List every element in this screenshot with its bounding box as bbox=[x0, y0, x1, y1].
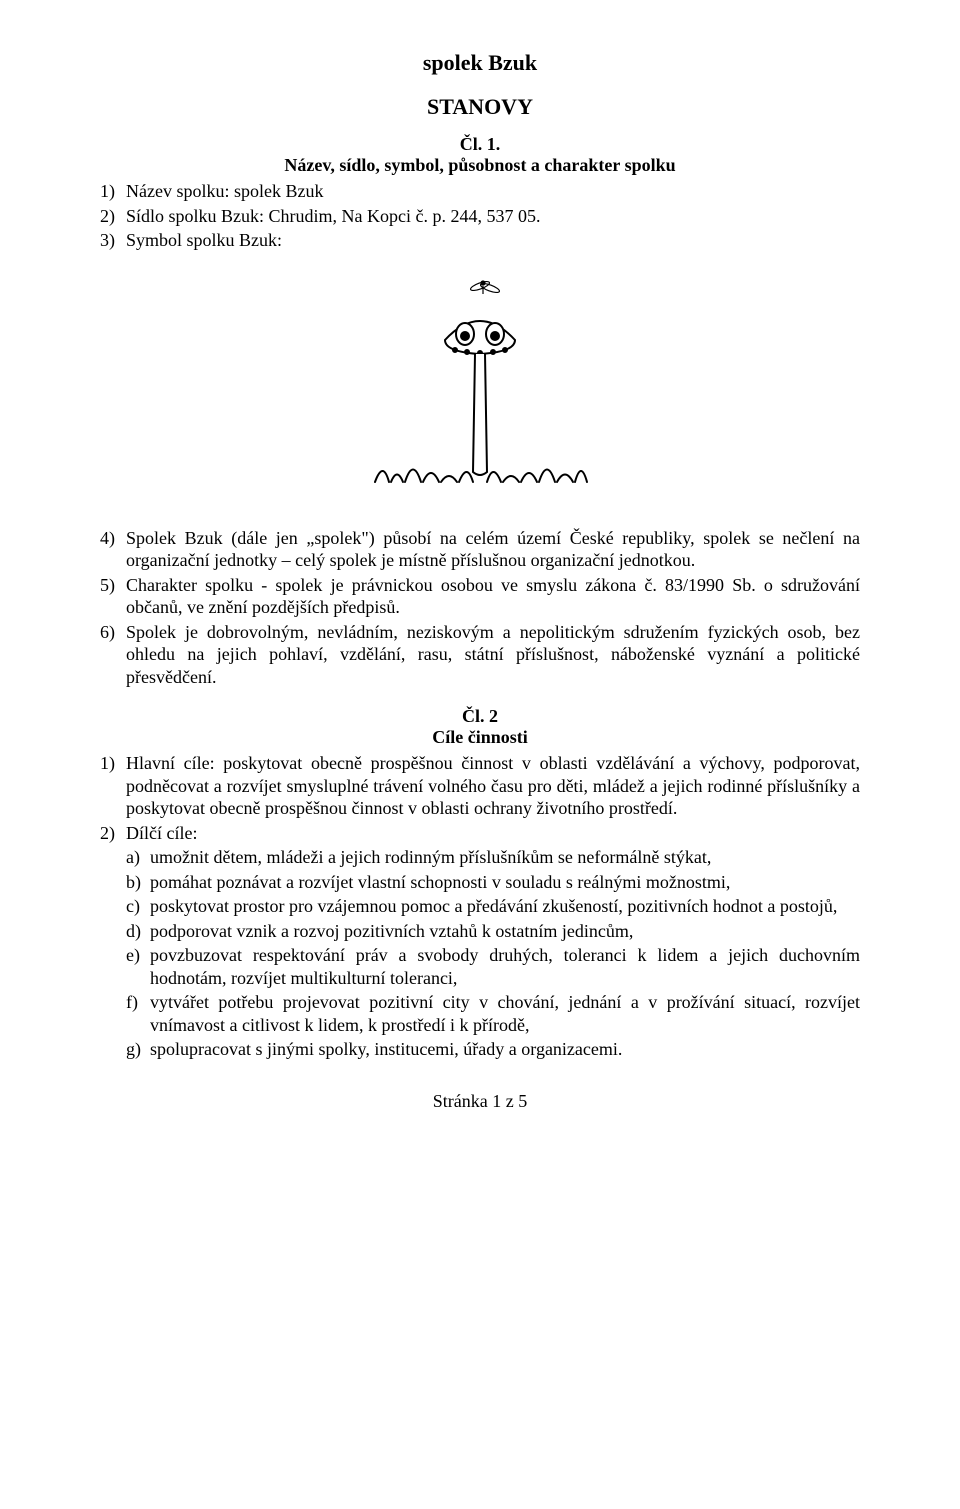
sub-letter: f) bbox=[126, 991, 150, 1036]
article-2-body: 1) Hlavní cíle: poskytovat obecně prospě… bbox=[100, 752, 860, 1061]
sub-item: c) poskytovat prostor pro vzájemnou pomo… bbox=[126, 895, 860, 918]
sub-letter: g) bbox=[126, 1038, 150, 1061]
item-text: Symbol spolku Bzuk: bbox=[126, 229, 860, 252]
list-item: 3) Symbol spolku Bzuk: bbox=[100, 229, 860, 252]
sub-text: podporovat vznik a rozvoj pozitivních vz… bbox=[150, 920, 860, 943]
item-num: 1) bbox=[100, 180, 126, 203]
page: spolek Bzuk STANOVY Čl. 1. Název, sídlo,… bbox=[0, 0, 960, 1509]
item-num: 5) bbox=[100, 574, 126, 619]
item-text: Dílčí cíle: bbox=[126, 822, 860, 845]
sub-item: e) povzbuzovat respektování práv a svobo… bbox=[126, 944, 860, 989]
sub-text: vytvářet potřebu projevovat pozitivní ci… bbox=[150, 991, 860, 1036]
item-num: 6) bbox=[100, 621, 126, 689]
article-2-num: Čl. 2 bbox=[100, 706, 860, 727]
sub-letter: c) bbox=[126, 895, 150, 918]
sub-letter: a) bbox=[126, 846, 150, 869]
article-1-body: 1) Název spolku: spolek Bzuk 2) Sídlo sp… bbox=[100, 180, 860, 252]
article-1-body-cont: 4) Spolek Bzuk (dále jen „spolek") působ… bbox=[100, 527, 860, 689]
list-item: 5) Charakter spolku - spolek je právnick… bbox=[100, 574, 860, 619]
article-1-heading: Název, sídlo, symbol, působnost a charak… bbox=[100, 155, 860, 176]
logo-block bbox=[100, 272, 860, 507]
item-text: Hlavní cíle: poskytovat obecně prospěšno… bbox=[126, 752, 860, 820]
article-2-heading: Cíle činnosti bbox=[100, 727, 860, 748]
item-text: Spolek je dobrovolným, nevládním, nezisk… bbox=[126, 621, 860, 689]
sub-text: povzbuzovat respektování práv a svobody … bbox=[150, 944, 860, 989]
page-footer: Stránka 1 z 5 bbox=[100, 1091, 860, 1112]
sub-item: b) pomáhat poznávat a rozvíjet vlastní s… bbox=[126, 871, 860, 894]
list-item: 4) Spolek Bzuk (dále jen „spolek") působ… bbox=[100, 527, 860, 572]
sub-item: g) spolupracovat s jinými spolky, instit… bbox=[126, 1038, 860, 1061]
item-text: Charakter spolku - spolek je právnickou … bbox=[126, 574, 860, 619]
item-text: Název spolku: spolek Bzuk bbox=[126, 180, 860, 203]
item-text: Sídlo spolku Bzuk: Chrudim, Na Kopci č. … bbox=[126, 205, 860, 228]
sub-text: poskytovat prostor pro vzájemnou pomoc a… bbox=[150, 895, 860, 918]
sub-list: a) umožnit dětem, mládeži a jejich rodin… bbox=[100, 846, 860, 1061]
list-item: 6) Spolek je dobrovolným, nevládním, nez… bbox=[100, 621, 860, 689]
doc-subtitle: STANOVY bbox=[100, 94, 860, 120]
doc-title: spolek Bzuk bbox=[100, 50, 860, 76]
item-num: 2) bbox=[100, 822, 126, 845]
sub-letter: b) bbox=[126, 871, 150, 894]
sub-item: f) vytvářet potřebu projevovat pozitivní… bbox=[126, 991, 860, 1036]
mushroom-logo-icon bbox=[365, 272, 595, 502]
sub-text: spolupracovat s jinými spolky, instituce… bbox=[150, 1038, 860, 1061]
list-item: 1) Hlavní cíle: poskytovat obecně prospě… bbox=[100, 752, 860, 820]
sub-item: d) podporovat vznik a rozvoj pozitivních… bbox=[126, 920, 860, 943]
list-item: 1) Název spolku: spolek Bzuk bbox=[100, 180, 860, 203]
sub-letter: e) bbox=[126, 944, 150, 989]
item-text: Spolek Bzuk (dále jen „spolek") působí n… bbox=[126, 527, 860, 572]
item-num: 4) bbox=[100, 527, 126, 572]
article-1-num: Čl. 1. bbox=[100, 134, 860, 155]
sub-item: a) umožnit dětem, mládeži a jejich rodin… bbox=[126, 846, 860, 869]
item-num: 1) bbox=[100, 752, 126, 820]
sub-text: umožnit dětem, mládeži a jejich rodinným… bbox=[150, 846, 860, 869]
list-item: 2) Dílčí cíle: bbox=[100, 822, 860, 845]
item-num: 2) bbox=[100, 205, 126, 228]
item-num: 3) bbox=[100, 229, 126, 252]
sub-letter: d) bbox=[126, 920, 150, 943]
sub-text: pomáhat poznávat a rozvíjet vlastní scho… bbox=[150, 871, 860, 894]
list-item: 2) Sídlo spolku Bzuk: Chrudim, Na Kopci … bbox=[100, 205, 860, 228]
